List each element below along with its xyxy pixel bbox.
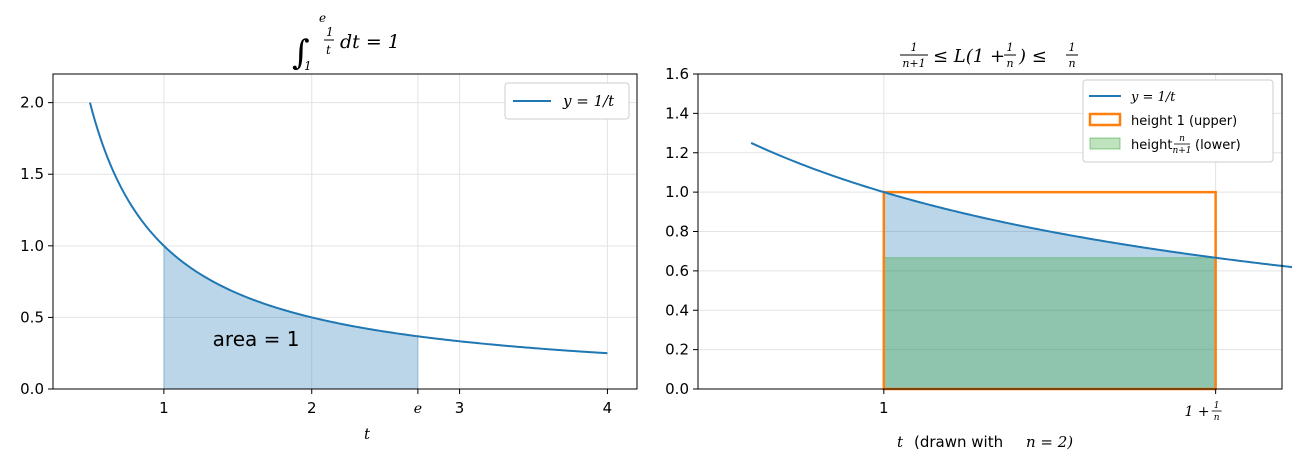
x-tick-label: e <box>414 401 422 417</box>
rect-lower <box>883 257 1217 390</box>
legend-frac-num: n <box>1179 134 1185 144</box>
x-tick-label-num: 1 <box>1214 401 1220 411</box>
legend-label-lower-suffix: (lower) <box>1195 138 1241 153</box>
x-axis-label: t <box>364 425 371 443</box>
legend-box <box>1082 79 1274 163</box>
title-frac1-num: 1 <box>911 41 918 54</box>
x-tick-label: 1 <box>159 399 169 417</box>
legend: y = 1/t <box>504 82 630 120</box>
y-tick-label: 0.0 <box>665 380 689 398</box>
title-frac1-den: n+1 <box>902 57 925 70</box>
area-annotation: area = 1 <box>213 327 300 351</box>
x-axis-ticks: 1 2 e 3 4 <box>159 389 612 417</box>
y-axis-ticks: 0.0 0.5 1.0 1.5 2.0 <box>20 94 53 398</box>
legend-upper-swatch <box>1088 112 1122 127</box>
legend-box <box>504 82 630 120</box>
y-tick-label: 1.4 <box>665 104 689 122</box>
integral-lower-bound: 1 <box>304 59 312 73</box>
y-tick-label: 0.8 <box>665 223 689 241</box>
x-tick-label: 3 <box>455 399 465 417</box>
chart-title: 1 n+1 ≤ L(1 + 1 n ) ≤ 1 n <box>900 41 1078 70</box>
integral-upper-bound: e <box>319 11 326 25</box>
curve-line <box>88 102 608 355</box>
x-tick-label-int: 1 + <box>1185 404 1210 420</box>
x-axis-label-eq: n = 2) <box>1026 433 1073 451</box>
y-axis-ticks: 0.0 0.2 0.4 0.6 0.8 1.0 1.2 1.4 1.6 <box>665 65 698 398</box>
title-frac3-den: n <box>1068 57 1075 70</box>
x-axis-label-var: t <box>897 433 904 451</box>
y-tick-label: 1.0 <box>665 183 689 201</box>
y-tick-label: 0.2 <box>665 341 689 359</box>
integral-sign: ∫ <box>292 33 310 73</box>
y-tick-label: 0.5 <box>20 308 44 326</box>
x-axis-label: t (drawn with n = 2) <box>897 433 1073 451</box>
legend-lower-swatch <box>1089 137 1121 150</box>
title-frac2-den: n <box>1006 57 1013 70</box>
fraction-denominator: t <box>326 43 331 57</box>
title-frac2-num: 1 <box>1007 41 1014 54</box>
legend-label-lower-prefix: height <box>1131 138 1172 153</box>
legend-label-curve: y = 1/t <box>562 92 615 110</box>
legend-label-curve: y = 1/t <box>1130 90 1176 105</box>
title-dt-eq: dt = 1 <box>340 31 400 53</box>
y-tick-label: 1.5 <box>20 165 44 183</box>
y-tick-label: 0.0 <box>20 380 44 398</box>
legend-label-upper: height 1 (upper) <box>1131 114 1237 129</box>
chart-bounds: 1 1 + 1 n 0.0 0.2 0.4 0.6 0.8 1.0 1.2 1.4 1.6 1 n+1… <box>665 41 1292 451</box>
title-frac3-num: 1 <box>1069 41 1076 54</box>
chart-title: ∫ e 1 1 t dt = 1 <box>292 11 400 73</box>
x-tick-label: 1 <box>879 399 889 417</box>
y-tick-label: 1.6 <box>665 65 689 83</box>
x-tick-label: 1 + 1 n <box>1185 401 1222 423</box>
y-tick-label: 1.0 <box>20 237 44 255</box>
curve-layer <box>750 142 1292 269</box>
y-tick-label: 2.0 <box>20 94 44 112</box>
x-axis-label-text: (drawn with <box>914 433 1003 451</box>
legend-frac-den: n+1 <box>1172 146 1191 156</box>
title-middle: ≤ L(1 + <box>933 46 1005 67</box>
y-tick-label: 1.2 <box>665 144 689 162</box>
x-tick-label: 4 <box>603 399 613 417</box>
x-tick-label: 2 <box>307 399 317 417</box>
rectangles <box>882 190 1217 391</box>
y-tick-label: 0.6 <box>665 262 689 280</box>
chart-integral: 1 2 e 3 4 0.0 0.5 1.0 1.5 2.0 ∫ e 1 1 t dt = 1 a… <box>20 11 638 443</box>
legend: y = 1/t height 1 (upper) height n n+1 (l… <box>1082 79 1274 163</box>
x-tick-label-den: n <box>1214 413 1220 423</box>
title-close: ) ≤ <box>1018 46 1047 67</box>
curve-layer <box>88 102 608 355</box>
y-tick-label: 0.4 <box>665 301 689 319</box>
x-axis-ticks: 1 1 + 1 n <box>879 389 1222 423</box>
curve-line <box>750 142 1292 269</box>
plot-frame <box>52 73 638 390</box>
fraction-numerator: 1 <box>326 25 334 39</box>
